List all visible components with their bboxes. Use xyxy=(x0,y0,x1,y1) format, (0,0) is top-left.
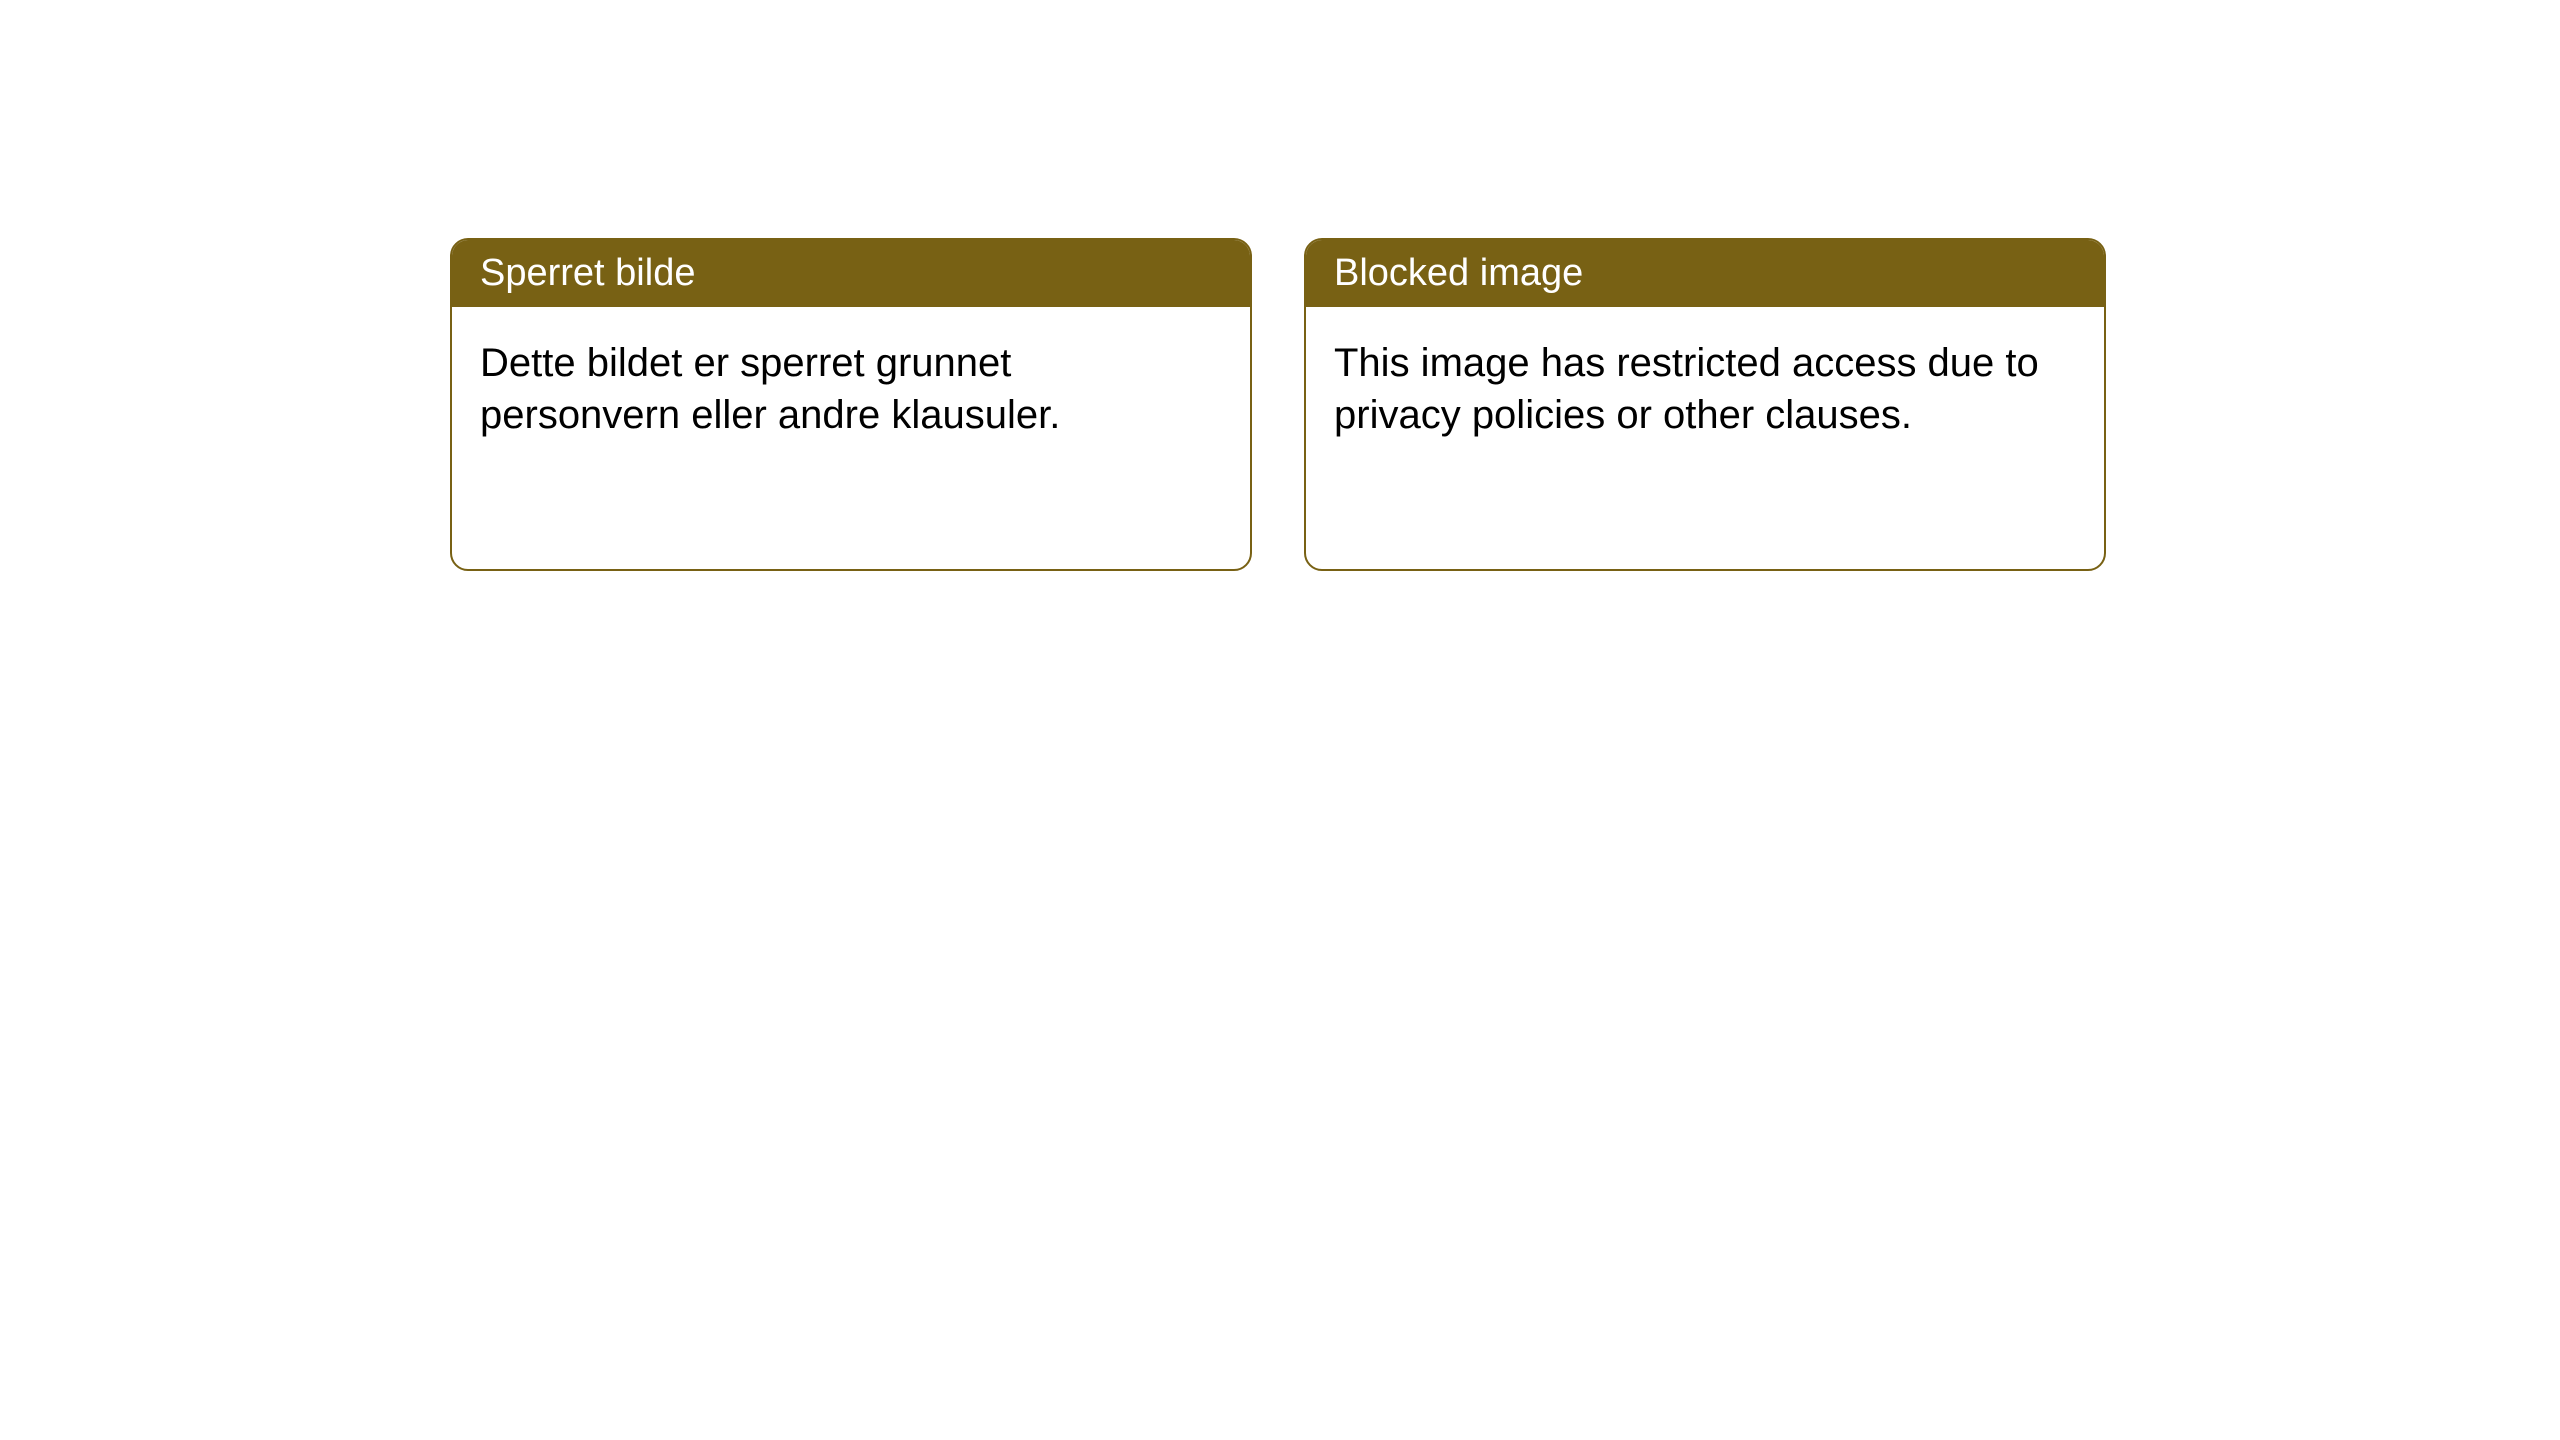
card-body: Dette bildet er sperret grunnet personve… xyxy=(452,307,1250,471)
card-header: Sperret bilde xyxy=(452,240,1250,307)
blocked-image-card-no: Sperret bilde Dette bildet er sperret gr… xyxy=(450,238,1252,571)
blocked-image-cards: Sperret bilde Dette bildet er sperret gr… xyxy=(450,238,2106,571)
card-body-text: This image has restricted access due to … xyxy=(1334,341,2039,437)
card-title: Blocked image xyxy=(1334,252,1583,294)
blocked-image-card-en: Blocked image This image has restricted … xyxy=(1304,238,2106,571)
card-header: Blocked image xyxy=(1306,240,2104,307)
card-body: This image has restricted access due to … xyxy=(1306,307,2104,471)
card-body-text: Dette bildet er sperret grunnet personve… xyxy=(480,341,1060,437)
card-title: Sperret bilde xyxy=(480,252,695,294)
